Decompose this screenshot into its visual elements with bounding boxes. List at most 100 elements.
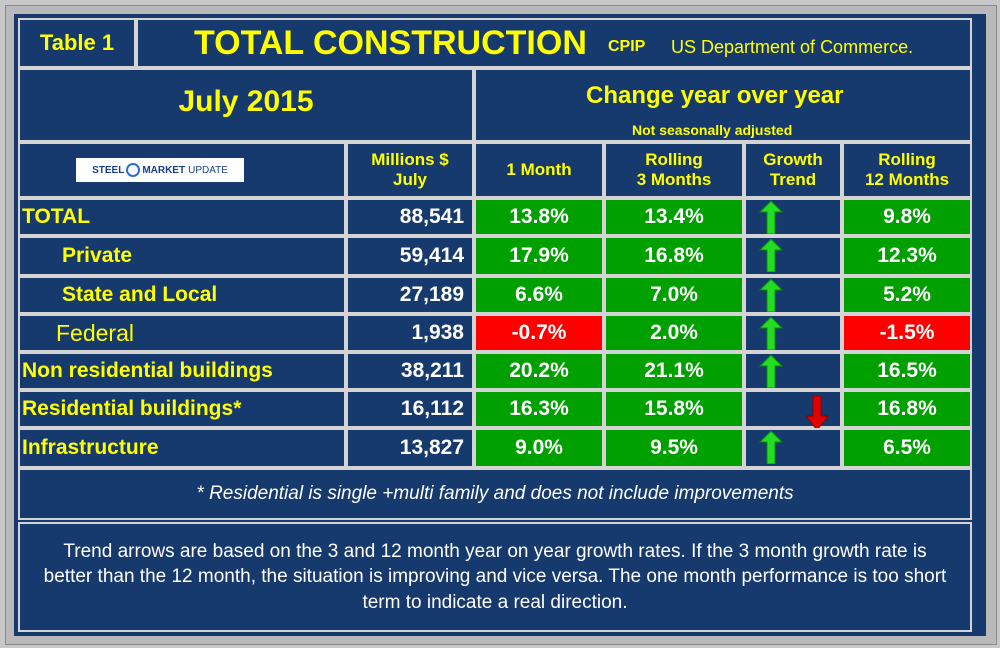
logo-cell: STEEL MARKET UPDATE bbox=[18, 142, 346, 198]
row-label: TOTAL bbox=[22, 205, 91, 228]
explanation-cell: Trend arrows are based on the 3 and 12 m… bbox=[18, 522, 972, 632]
row-one-month-value: 17.9% bbox=[509, 244, 569, 267]
row-trend-cell bbox=[744, 390, 842, 430]
row-rolling3-cell: 21.1% bbox=[604, 352, 744, 390]
row-one-month-value: 13.8% bbox=[509, 205, 569, 228]
row-rolling12-value: 16.5% bbox=[877, 359, 937, 382]
trend-up-arrow-icon bbox=[759, 354, 783, 388]
row-rolling12-cell: 12.3% bbox=[842, 236, 972, 276]
explanation-text: Trend arrows are based on the 3 and 12 m… bbox=[43, 540, 947, 613]
seasonal-note: Not seasonally adjusted bbox=[632, 122, 793, 138]
title-suffix: CPIP bbox=[608, 38, 646, 55]
row-rolling3-value: 2.0% bbox=[650, 321, 698, 344]
source-label: US Department of Commerce. bbox=[671, 37, 914, 57]
trend-up-arrow-icon bbox=[759, 430, 783, 464]
row-rolling12-cell: 6.5% bbox=[842, 428, 972, 468]
row-rolling3-value: 21.1% bbox=[644, 359, 704, 382]
row-label: Infrastructure bbox=[22, 436, 159, 459]
trend-up-arrow-icon bbox=[759, 200, 783, 234]
row-rolling3-cell: 9.5% bbox=[604, 428, 744, 468]
row-label: Residential buildings* bbox=[22, 397, 242, 420]
trend-up-arrow-icon bbox=[759, 238, 783, 272]
trend-up-arrow-icon bbox=[759, 278, 783, 312]
row-rolling3-value: 15.8% bbox=[644, 397, 704, 420]
row-one-month-cell: -0.7% bbox=[474, 314, 604, 352]
row-one-month-cell: 6.6% bbox=[474, 276, 604, 314]
row-rolling3-cell: 13.4% bbox=[604, 198, 744, 236]
row-one-month-value: 6.6% bbox=[515, 283, 563, 306]
row-rolling12-value: -1.5% bbox=[879, 321, 935, 344]
row-trend-cell bbox=[744, 314, 842, 352]
row-rolling12-value: 5.2% bbox=[883, 283, 931, 306]
col-header-growth: Growth Trend bbox=[744, 142, 842, 198]
row-one-month-value: 16.3% bbox=[509, 397, 569, 420]
row-millions-value: 1,938 bbox=[411, 321, 464, 344]
row-label-cell: Non residential buildings bbox=[18, 352, 346, 390]
col-header-rolling3: Rolling 3 Months bbox=[604, 142, 744, 198]
col-header-millions: Millions $ July bbox=[346, 142, 474, 198]
row-label-cell: Residential buildings* bbox=[18, 390, 346, 428]
row-one-month-cell: 17.9% bbox=[474, 236, 604, 276]
row-label: Private bbox=[62, 244, 133, 267]
row-rolling12-cell: 16.8% bbox=[842, 390, 972, 428]
table-label-cell: Table 1 bbox=[18, 18, 136, 68]
row-trend-cell bbox=[744, 276, 842, 314]
row-rolling12-cell: 9.8% bbox=[842, 198, 972, 236]
row-one-month-value: -0.7% bbox=[511, 321, 567, 344]
row-rolling12-cell: -1.5% bbox=[842, 314, 972, 352]
row-one-month-cell: 20.2% bbox=[474, 352, 604, 390]
globe-icon bbox=[126, 163, 141, 177]
row-millions-value: 16,112 bbox=[400, 397, 464, 420]
change-header: Change year over year bbox=[586, 82, 844, 109]
row-millions-value: 27,189 bbox=[399, 283, 464, 306]
row-label: Non residential buildings bbox=[22, 359, 273, 382]
period-cell: July 2015 bbox=[18, 68, 474, 142]
col-header-rolling12: Rolling 12 Months bbox=[842, 142, 972, 198]
row-millions-value: 13,827 bbox=[399, 436, 464, 459]
row-rolling12-value: 9.8% bbox=[883, 205, 931, 228]
row-rolling3-value: 13.4% bbox=[644, 205, 704, 228]
row-rolling3-cell: 7.0% bbox=[604, 276, 744, 314]
table-label: Table 1 bbox=[39, 30, 115, 55]
row-label-cell: Private bbox=[18, 236, 346, 276]
row-trend-cell bbox=[744, 198, 842, 236]
row-millions-cell: 16,112 bbox=[346, 390, 474, 428]
row-rolling12-value: 16.8% bbox=[877, 397, 937, 420]
row-rolling12-cell: 5.2% bbox=[842, 276, 972, 314]
row-one-month-cell: 9.0% bbox=[474, 428, 604, 468]
footnote: * Residential is single +multi family an… bbox=[196, 483, 794, 504]
row-millions-cell: 27,189 bbox=[346, 276, 474, 314]
row-rolling3-value: 9.5% bbox=[650, 436, 698, 459]
row-rolling3-value: 16.8% bbox=[644, 244, 704, 267]
col-header-one-month: 1 Month bbox=[474, 142, 604, 198]
title-cell: TOTAL CONSTRUCTION CPIP US Department of… bbox=[136, 18, 972, 68]
row-millions-cell: 38,211 bbox=[346, 352, 474, 390]
row-rolling3-cell: 2.0% bbox=[604, 314, 744, 352]
row-millions-cell: 13,827 bbox=[346, 428, 474, 468]
row-label: State and Local bbox=[62, 283, 218, 306]
row-rolling12-value: 6.5% bbox=[883, 436, 931, 459]
period-label: July 2015 bbox=[178, 85, 314, 118]
row-label-cell: Federal bbox=[18, 314, 346, 352]
row-one-month-value: 20.2% bbox=[509, 359, 569, 382]
row-label: Federal bbox=[56, 319, 134, 346]
row-rolling3-cell: 15.8% bbox=[604, 390, 744, 428]
row-rolling12-value: 12.3% bbox=[877, 244, 937, 267]
row-label-cell: TOTAL bbox=[18, 198, 346, 236]
row-millions-value: 59,414 bbox=[399, 244, 464, 267]
trend-up-arrow-icon bbox=[759, 316, 783, 350]
change-header-cell: Change year over year Not seasonally adj… bbox=[474, 68, 972, 142]
row-trend-cell bbox=[744, 428, 842, 468]
row-millions-cell: 88,541 bbox=[346, 198, 474, 236]
row-one-month-cell: 13.8% bbox=[474, 198, 604, 236]
row-rolling12-cell: 16.5% bbox=[842, 352, 972, 390]
row-one-month-value: 9.0% bbox=[515, 436, 563, 459]
row-millions-value: 38,211 bbox=[400, 359, 464, 382]
footnote-cell: * Residential is single +multi family an… bbox=[18, 468, 972, 520]
row-label-cell: State and Local bbox=[18, 276, 346, 314]
row-one-month-cell: 16.3% bbox=[474, 390, 604, 428]
steel-market-update-logo: STEEL MARKET UPDATE bbox=[76, 158, 244, 182]
row-rolling3-cell: 16.8% bbox=[604, 236, 744, 276]
row-trend-cell bbox=[744, 352, 842, 390]
row-trend-cell bbox=[744, 236, 842, 276]
